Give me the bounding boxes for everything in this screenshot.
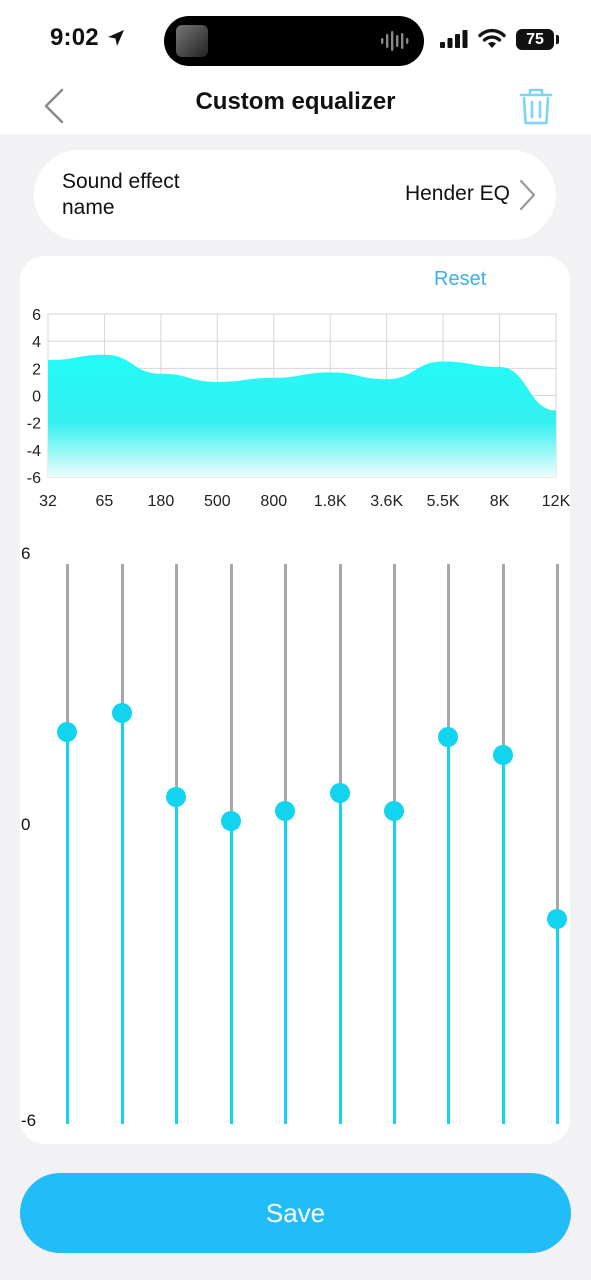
dynamic-island: [164, 16, 424, 66]
slider-track-lower: [555, 918, 559, 1124]
slider-knob[interactable]: [384, 801, 404, 822]
reset-button[interactable]: Reset: [434, 268, 487, 290]
chart-x-tick-label: 180: [148, 493, 175, 510]
chart-x-tick-label: 32: [39, 493, 57, 510]
chart-x-tick-label: 500: [204, 493, 231, 510]
trash-icon[interactable]: [516, 84, 556, 128]
frequency-response-chart: 6 4 2 0 -2 -4 -6 32 65 180 500 800 1.8K 3.6K 5.5K 8K 12…: [27, 307, 571, 510]
eq-band-slider-180[interactable]: [164, 564, 188, 1124]
chevron-right-icon: [519, 179, 536, 211]
slider-knob[interactable]: [166, 787, 186, 808]
chart-y-tick-label: -2: [27, 416, 41, 433]
chart-x-tick-label: 3.6K: [370, 493, 403, 510]
eq-band-slider-500[interactable]: [219, 564, 243, 1124]
slider-track-lower: [229, 820, 233, 1124]
location-arrow-icon: [108, 30, 124, 46]
slider-knob[interactable]: [547, 908, 567, 929]
now-playing-artwork-icon: [176, 25, 208, 57]
slider-track-lower: [65, 732, 69, 1124]
slider-track-upper: [229, 564, 233, 821]
sound-effect-name-label: Sound effect name: [62, 170, 180, 219]
slider-track-lower: [501, 755, 505, 1124]
chart-x-tick-label: 12K: [542, 493, 571, 510]
chart-x-tick-label: 1.8K: [314, 493, 347, 510]
chart-y-tick-label: 6: [32, 307, 41, 324]
slider-track-upper: [555, 564, 559, 919]
slider-track-upper: [338, 564, 342, 793]
chart-x-tick-label: 8K: [490, 493, 510, 510]
eq-band-slider-800[interactable]: [273, 564, 297, 1124]
eq-curve-area: [48, 354, 556, 477]
scale-max-label: 6: [21, 544, 31, 563]
status-time: 9:02: [50, 24, 99, 51]
chart-x-tick-label: 800: [260, 493, 287, 510]
slider-track-upper: [120, 564, 124, 714]
slider-track-upper: [501, 564, 505, 756]
eq-band-slider-3.6K[interactable]: [382, 564, 406, 1124]
audio-waveform-icon: [381, 31, 409, 51]
slider-track-upper: [283, 564, 287, 812]
navigation-bar: Custom equalizer: [0, 78, 591, 134]
battery-tip: [556, 35, 559, 44]
save-button[interactable]: Save: [20, 1173, 571, 1253]
eq-band-slider-1.8K[interactable]: [328, 564, 352, 1124]
slider-track-upper: [65, 564, 69, 732]
eq-band-slider-5.5K[interactable]: [436, 564, 460, 1124]
slider-track-lower: [338, 792, 342, 1124]
slider-track-upper: [392, 564, 396, 812]
slider-track-lower: [446, 736, 450, 1124]
wifi-icon: [478, 28, 506, 48]
slider-track-lower: [392, 811, 396, 1124]
page-title: Custom equalizer: [195, 88, 396, 115]
sound-effect-name-row[interactable]: Sound effect name Hender EQ: [34, 150, 556, 240]
slider-track-upper: [446, 564, 450, 737]
eq-band-slider-32[interactable]: [55, 564, 79, 1124]
scale-min-label: -6: [21, 1111, 37, 1130]
chart-x-tick-label: 65: [96, 493, 114, 510]
eq-band-slider-12K[interactable]: [545, 564, 569, 1124]
cellular-signal-icon: [440, 30, 468, 48]
slider-knob[interactable]: [57, 722, 77, 742]
back-chevron-icon[interactable]: [36, 84, 76, 128]
slider-track-lower: [174, 797, 178, 1124]
eq-band-slider-8K[interactable]: [491, 564, 515, 1124]
slider-knob[interactable]: [438, 726, 458, 747]
slider-knob[interactable]: [275, 801, 295, 822]
chart-y-tick-label: -6: [27, 470, 41, 487]
status-bar: 9:02 75: [0, 0, 591, 78]
band-sliders: [55, 564, 569, 1124]
eq-band-slider-65[interactable]: [110, 564, 134, 1124]
slider-knob[interactable]: [330, 782, 350, 803]
slider-track-lower: [283, 811, 287, 1124]
slider-track-lower: [120, 713, 124, 1124]
battery-indicator: 75: [516, 29, 554, 50]
chart-y-tick-label: 4: [32, 334, 41, 351]
sound-effect-name-value: Hender EQ: [404, 182, 510, 205]
scale-mid-label: 0: [21, 815, 31, 834]
chart-y-tick-label: 0: [32, 389, 41, 406]
chart-x-tick-label: 5.5K: [427, 493, 460, 510]
slider-track-upper: [174, 564, 178, 798]
slider-knob[interactable]: [112, 703, 132, 724]
slider-knob[interactable]: [493, 745, 513, 766]
slider-knob[interactable]: [221, 810, 241, 831]
chart-y-tick-label: -4: [27, 443, 41, 460]
chart-y-tick-label: 2: [32, 361, 41, 378]
